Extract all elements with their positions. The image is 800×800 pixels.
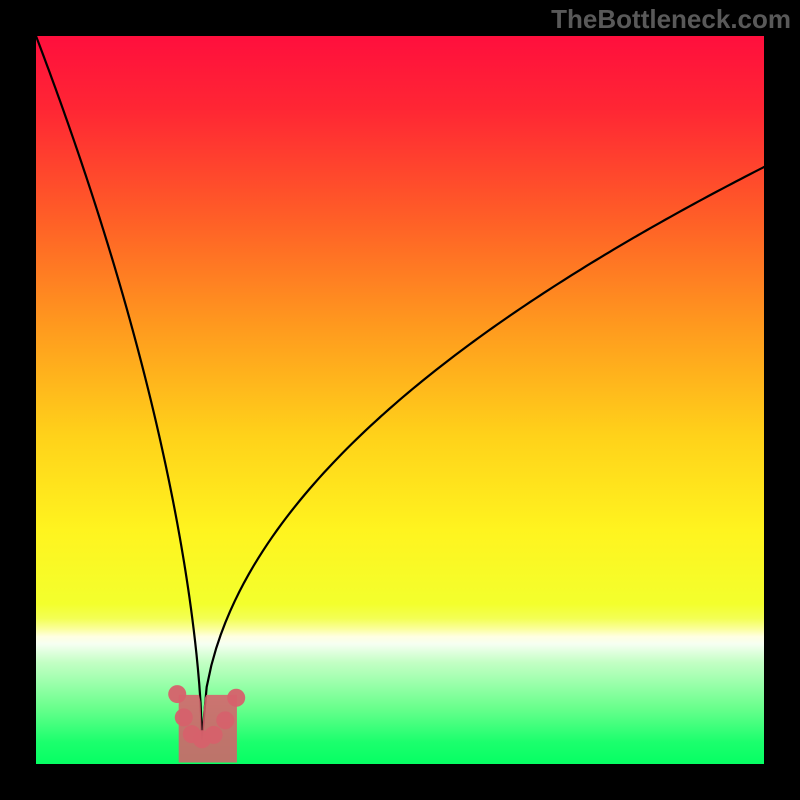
plot-svg [0, 0, 800, 800]
chart-stage: TheBottleneck.com [0, 0, 800, 800]
